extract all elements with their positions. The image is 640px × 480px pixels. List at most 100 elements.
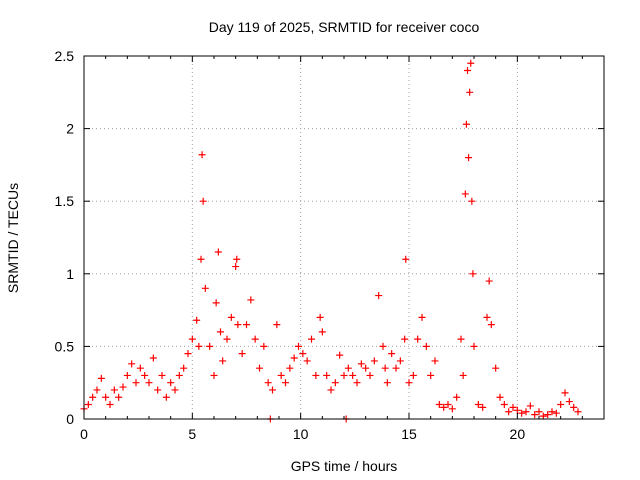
data-point [379, 342, 387, 350]
y-tick-label: 1.5 [55, 193, 75, 209]
data-point [299, 350, 307, 358]
data-point [110, 386, 118, 394]
data-point [312, 371, 320, 379]
data-point [167, 379, 175, 387]
data-point [206, 342, 214, 350]
data-point [392, 364, 400, 372]
data-point [570, 403, 578, 411]
data-point [217, 328, 224, 336]
data-point [574, 408, 582, 416]
data-point [227, 313, 235, 321]
data-point [123, 371, 131, 379]
plot-frame [83, 55, 605, 420]
data-point [223, 335, 231, 343]
axis-ticks: 0 5 10 15 20 0 0.5 1 1.5 2 2.5 [55, 48, 605, 442]
data-point [323, 371, 331, 379]
data-point [128, 360, 136, 368]
data-point [500, 400, 508, 408]
data-point [316, 313, 324, 321]
data-point [93, 386, 101, 394]
data-point [233, 255, 241, 263]
data-point [487, 321, 495, 329]
data-point [201, 284, 209, 292]
data-point [531, 411, 539, 419]
data-point [97, 374, 105, 382]
data-point [195, 342, 203, 350]
data-point [154, 386, 162, 394]
data-point [199, 197, 207, 205]
data-point [496, 393, 504, 401]
data-point [260, 342, 268, 350]
data-point [145, 379, 153, 387]
data-point [340, 371, 348, 379]
data-point [256, 364, 263, 372]
data-point [467, 59, 475, 67]
data-point [286, 364, 294, 372]
data-point [357, 360, 365, 368]
data-point [414, 335, 422, 343]
y-tick-label: 2.5 [55, 48, 75, 64]
data-point [198, 151, 206, 159]
data-point [557, 400, 565, 408]
y-tick-label: 2 [66, 121, 74, 137]
y-axis-label: SRMTID / TECUs [5, 183, 21, 293]
data-point [193, 316, 201, 324]
data-point [303, 357, 311, 365]
data-point [483, 313, 491, 321]
data-point [518, 409, 526, 417]
data-point [171, 386, 179, 394]
data-point [388, 350, 396, 358]
data-point [381, 364, 389, 372]
data-point [264, 379, 272, 387]
data-point [464, 67, 471, 75]
data-point [214, 248, 222, 256]
data-point [453, 393, 461, 401]
data-points [80, 59, 582, 423]
data-point [180, 364, 188, 372]
data-point [401, 335, 409, 343]
data-point [132, 379, 140, 387]
data-point [479, 403, 487, 411]
data-point [505, 408, 513, 416]
data-point [461, 190, 469, 198]
data-point [349, 371, 357, 379]
data-point [106, 400, 114, 408]
data-point [331, 379, 339, 387]
data-point [465, 154, 473, 162]
x-axis-label: GPS time / hours [291, 458, 398, 474]
data-point [418, 313, 426, 321]
x-tick-label: 10 [293, 426, 309, 442]
data-point [402, 255, 410, 263]
data-point [119, 383, 127, 391]
data-point [466, 88, 474, 96]
data-point [405, 379, 413, 387]
data-point [308, 335, 315, 343]
data-point [282, 379, 289, 387]
data-point [234, 321, 242, 329]
grid-layer [84, 56, 604, 419]
data-point [474, 400, 482, 408]
data-point [336, 351, 344, 359]
data-point [383, 379, 391, 387]
x-tick-label: 20 [510, 426, 526, 442]
data-point [232, 263, 240, 271]
data-point [522, 408, 530, 416]
data-point [544, 411, 552, 419]
data-point [273, 321, 281, 329]
data-point [362, 364, 370, 372]
data-point [565, 398, 573, 406]
data-point [149, 354, 157, 362]
x-tick-label: 0 [80, 426, 88, 442]
data-point [290, 354, 298, 362]
y-tick-label: 1 [66, 266, 74, 282]
data-point [431, 357, 439, 365]
data-point [212, 299, 220, 307]
data-point [422, 342, 430, 350]
data-point [141, 371, 149, 379]
data-point [427, 371, 435, 379]
data-point [115, 393, 123, 401]
data-point [375, 292, 383, 300]
y-tick-label: 0 [66, 411, 74, 427]
data-point [353, 379, 361, 387]
